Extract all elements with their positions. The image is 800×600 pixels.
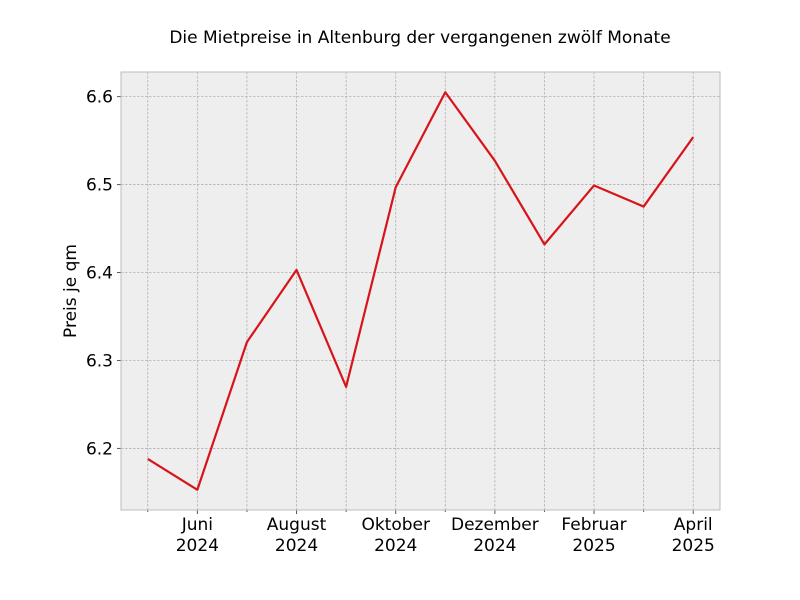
axis-ticks	[117, 96, 694, 514]
x-tick-label-month: Dezember	[451, 515, 539, 535]
y-tick-label: 6.5	[86, 176, 113, 196]
x-tick-label-year: 2025	[572, 536, 615, 556]
x-tick-label-year: 2025	[672, 536, 715, 556]
x-tick-label-month: August	[267, 515, 327, 535]
plot-frame	[120, 71, 721, 511]
x-tick-label-month: Februar	[561, 515, 626, 535]
series-line	[147, 91, 695, 491]
grid-lines	[121, 72, 720, 510]
y-tick-labels: 6.2 6.3 6.4 6.5 6.6	[86, 88, 113, 460]
x-tick-label-month: April	[674, 515, 713, 535]
chart-title: Die Mietpreise in Altenburg der vergange…	[169, 28, 670, 48]
y-tick-label: 6.4	[86, 264, 113, 284]
y-tick-label: 6.2	[86, 439, 113, 459]
x-tick-label-month: Oktober	[361, 515, 430, 535]
x-tick-label-year: 2024	[473, 536, 516, 556]
y-tick-label: 6.6	[86, 88, 113, 108]
x-tick-label-year: 2024	[176, 536, 219, 556]
x-tick-label-year: 2024	[374, 536, 417, 556]
x-tick-label-month: Juni	[181, 515, 213, 535]
x-tick-labels: Juni2024August2024Oktober2024Dezember202…	[176, 515, 715, 556]
series-group	[147, 91, 695, 491]
y-axis-label: Preis je qm	[61, 244, 81, 338]
plot-area	[121, 72, 720, 510]
y-tick-label: 6.3	[86, 351, 113, 371]
x-tick-label-year: 2024	[275, 536, 318, 556]
